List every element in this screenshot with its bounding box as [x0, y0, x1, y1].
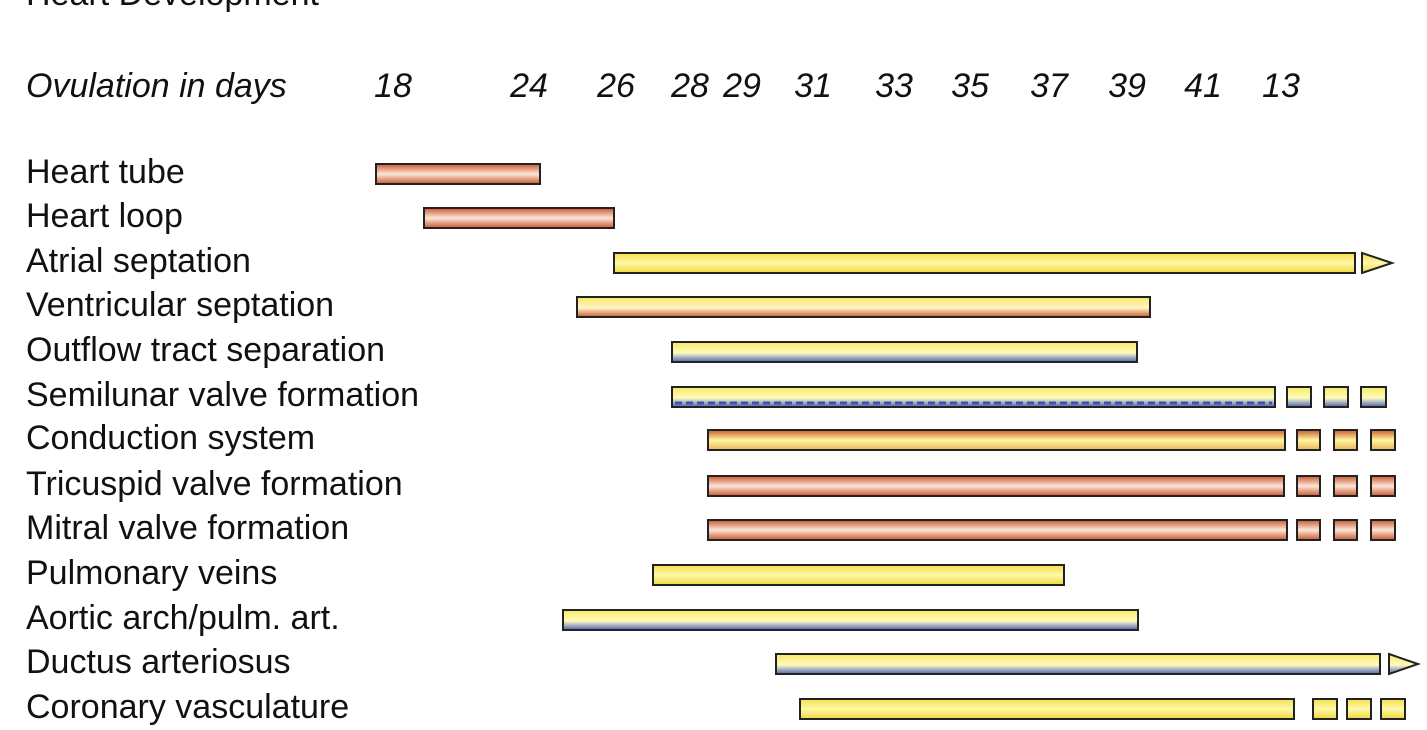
tick-label: 31 [794, 67, 832, 105]
rows: Heart tube Heart loop Atrial septation Vent… [26, 153, 1422, 726]
row: Atrial septation [26, 242, 1396, 280]
tick-label: 26 [596, 67, 635, 105]
bar [671, 341, 1138, 363]
bar [799, 698, 1295, 720]
tick-label: 29 [722, 67, 761, 105]
row: Heart loop [26, 197, 615, 235]
bar [576, 296, 1151, 318]
row-label: Ventricular septation [26, 286, 334, 324]
axis-label: Ovulation in days [26, 67, 287, 105]
bar-box [1346, 698, 1372, 720]
row-label: Heart loop [26, 197, 183, 235]
row: Heart tube [26, 153, 541, 191]
bar [375, 163, 541, 185]
bar-box [1333, 519, 1358, 541]
bar [562, 609, 1139, 631]
bar [613, 252, 1356, 274]
row: Aortic arch/pulm. art. [26, 599, 1139, 637]
arrow [1388, 652, 1422, 676]
bar-box [1296, 429, 1321, 451]
tick-label: 18 [374, 67, 412, 105]
bar-box [1333, 475, 1358, 497]
row-label: Pulmonary veins [26, 554, 277, 592]
bar-box [1370, 429, 1396, 451]
row-label: Atrial septation [26, 242, 251, 280]
tick-label: 39 [1108, 67, 1146, 105]
bar [423, 207, 615, 229]
tick-label: 35 [951, 67, 989, 105]
bar-box [1370, 475, 1396, 497]
row-label: Ductus arteriosus [26, 643, 291, 681]
bar-box [1323, 386, 1349, 408]
tick-label: 13 [1262, 67, 1300, 105]
ticks: 18 24 26 28 29 31 33 35 37 39 41 13 [374, 67, 1300, 105]
row: Pulmonary veins [26, 554, 1065, 592]
tick-label: 24 [509, 67, 548, 105]
bar-box [1296, 475, 1321, 497]
bar-box [1312, 698, 1338, 720]
bar [652, 564, 1065, 586]
bar-box [1380, 698, 1406, 720]
row-label: Heart tube [26, 153, 185, 191]
bar [775, 653, 1381, 675]
row: Outflow tract separation [26, 331, 1138, 369]
row-label: Mitral valve formation [26, 509, 349, 547]
row: Mitral valve formation [26, 509, 1396, 547]
title: Heart Development [26, 0, 319, 13]
bar-box [1296, 519, 1321, 541]
arrow [1361, 251, 1396, 275]
row: Coronary vasculature [26, 688, 1406, 726]
row-label: Outflow tract separation [26, 331, 385, 369]
bar-box [1370, 519, 1396, 541]
row: Tricuspid valve formation [26, 465, 1396, 503]
row: Ventricular septation [26, 286, 1151, 324]
bar [707, 475, 1285, 497]
tick-label: 28 [670, 67, 709, 105]
bar-box [1360, 386, 1387, 408]
row-label: Aortic arch/pulm. art. [26, 599, 340, 637]
tick-label: 33 [875, 67, 913, 105]
bar-box [1286, 386, 1312, 408]
row-label: Coronary vasculature [26, 688, 349, 726]
tick-label: 37 [1030, 67, 1069, 105]
row-label: Tricuspid valve formation [26, 465, 403, 503]
row: Ductus arteriosus [26, 643, 1422, 681]
row: Semilunar valve formation [26, 376, 1387, 414]
tick-label: 41 [1184, 67, 1222, 105]
row: Conduction system [26, 419, 1396, 457]
row-label: Conduction system [26, 419, 315, 457]
bar-box [1333, 429, 1358, 451]
bar [707, 429, 1286, 451]
bar [707, 519, 1288, 541]
row-label: Semilunar valve formation [26, 376, 419, 414]
